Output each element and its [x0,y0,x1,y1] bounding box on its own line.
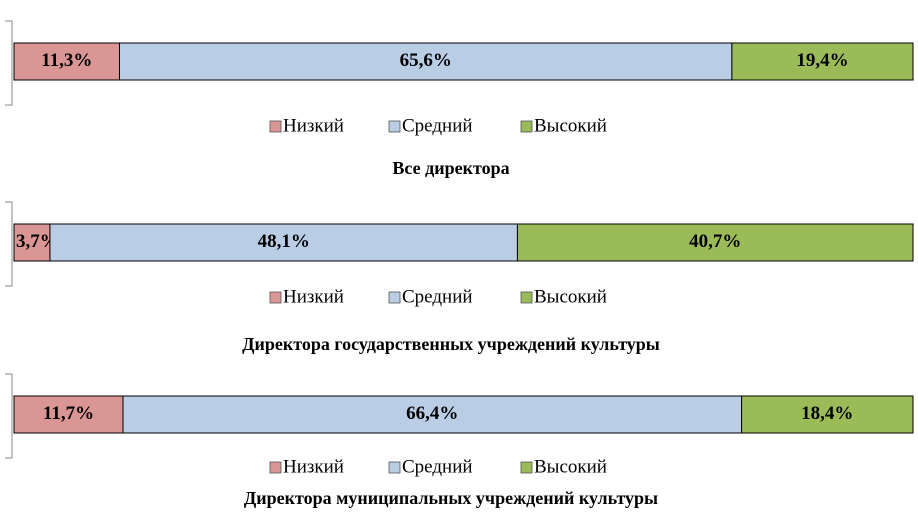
legend-swatch [388,291,401,304]
legend-label: Низкий [283,286,344,307]
legend-label: Высокий [534,456,607,477]
legend-label: Низкий [283,456,344,477]
bar-segment [49,223,518,262]
axis-line [5,373,13,459]
chart-title: Директора государственных учреждений кул… [242,334,660,354]
legend-swatch [520,120,533,133]
value-label: 18,4% [801,403,853,424]
chart-title: Директора муниципальных учреждений культ… [244,488,658,508]
legend-label: Средний [402,115,473,136]
legend-swatch [388,120,401,133]
legend-label: Низкий [283,115,344,136]
value-label: 65,6% [400,50,452,71]
axis-line [5,20,13,106]
legend-swatch [269,291,282,304]
legend-label: Высокий [534,115,607,136]
value-label: 3,7% [16,231,59,252]
legend-swatch [388,461,401,474]
bar-segment [13,42,120,81]
legend-label: Средний [402,286,473,307]
bar-segment [741,395,914,434]
value-label: 11,3% [41,50,92,71]
value-label: 48,1% [258,231,310,252]
legend-label: Высокий [534,286,607,307]
value-label: 66,4% [406,403,458,424]
legend-swatch [520,291,533,304]
value-label: 19,4% [796,50,848,71]
bar-segment [516,223,914,262]
legend-swatch [269,461,282,474]
value-label: 40,7% [689,231,741,252]
legend-swatch [269,120,282,133]
bar-segment [13,395,124,434]
legend-swatch [520,461,533,474]
bar-segment [118,42,733,81]
bar-segment [122,395,743,434]
axis-line [5,201,13,287]
legend-label: Средний [402,456,473,477]
bar-segment [731,42,914,81]
chart-title: Все директора [392,158,509,178]
value-label: 11,7% [43,403,94,424]
